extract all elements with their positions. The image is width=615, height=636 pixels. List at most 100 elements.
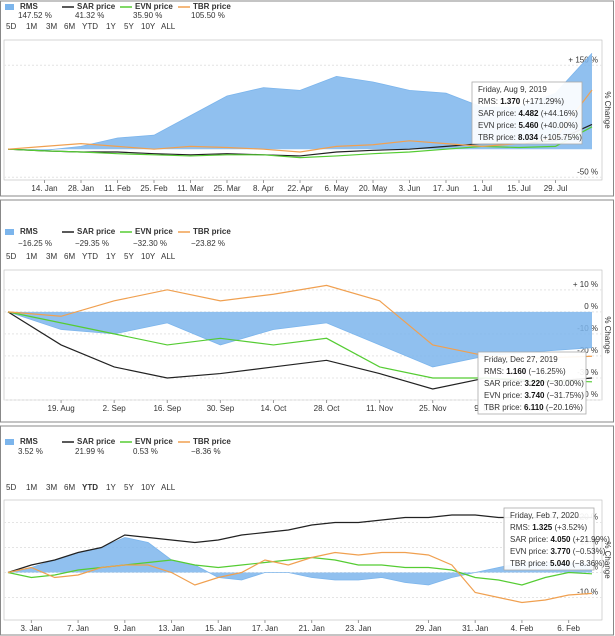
- range-button[interactable]: 6M: [64, 22, 75, 31]
- tooltip-label: RMS:: [484, 367, 506, 376]
- tooltip-box: [477, 351, 587, 415]
- tooltip-label: SAR price:: [510, 535, 550, 544]
- range-button[interactable]: 1M: [26, 483, 37, 492]
- tooltip-change: (+44.16%): [539, 109, 579, 118]
- legend-name[interactable]: SAR price: [77, 2, 116, 11]
- range-button[interactable]: 1M: [26, 22, 37, 31]
- x-tick-label: 21. Jan: [299, 624, 325, 633]
- legend-name[interactable]: RMS: [20, 227, 38, 236]
- range-button[interactable]: YTD: [82, 22, 98, 31]
- tooltip-label: TBR price:: [484, 403, 524, 412]
- range-button[interactable]: 5Y: [124, 252, 134, 261]
- range-button[interactable]: 6M: [64, 252, 75, 261]
- x-tick-label: 14. Oct: [261, 404, 288, 413]
- x-tick-label: 13. Jan: [158, 624, 184, 633]
- range-button[interactable]: 6M: [64, 483, 75, 492]
- tooltip-value: 6.110: [524, 403, 544, 412]
- panel: [0, 425, 614, 636]
- x-tick-label: 15. Jul: [507, 184, 531, 193]
- range-button[interactable]: 5D: [6, 22, 16, 31]
- tooltip-row: SAR price: 3.220 (−30.00%): [484, 379, 584, 388]
- x-tick-label: 2. Sep: [103, 404, 127, 413]
- y-tick-label: + 10 %: [573, 280, 598, 289]
- tooltip-value: 8.034: [518, 133, 539, 142]
- tooltip-value: 1.325: [532, 523, 553, 532]
- tooltip-change: (+105.75%): [538, 133, 582, 142]
- legend-name[interactable]: TBR price: [193, 437, 231, 446]
- series-line: [7, 89, 593, 153]
- area-fill: [8, 537, 592, 585]
- tooltip-box: [503, 507, 595, 571]
- area-fill: [8, 311, 592, 367]
- range-button[interactable]: 1Y: [106, 22, 116, 31]
- legend-swatch: [5, 439, 14, 445]
- range-button[interactable]: 10Y: [141, 22, 156, 31]
- x-tick-label: 17. Jun: [433, 184, 459, 193]
- range-button[interactable]: 10Y: [141, 252, 156, 261]
- y-tick-label: -20 %: [577, 346, 598, 355]
- y-tick-label: -50 %: [577, 167, 598, 176]
- tooltip-row: EVN price: 5.460 (+40.00%): [478, 121, 578, 130]
- x-tick-label: 28. Oct: [314, 404, 341, 413]
- tooltip-label: EVN price:: [484, 391, 524, 400]
- y-tick-label: -10 %: [577, 588, 598, 597]
- range-button[interactable]: ALL: [161, 483, 176, 492]
- tooltip-change: (+40.00%): [539, 121, 579, 130]
- tooltip-change: (−8.36%): [570, 559, 605, 568]
- x-tick-label: 29. Jul: [544, 184, 568, 193]
- x-tick-label: 9. Jan: [114, 624, 136, 633]
- range-button[interactable]: 3M: [46, 22, 57, 31]
- legend-name[interactable]: RMS: [20, 437, 38, 446]
- range-button[interactable]: 1M: [26, 252, 37, 261]
- range-button[interactable]: ALL: [161, 22, 176, 31]
- range-button[interactable]: YTD: [82, 483, 98, 492]
- tooltip-row: SAR price: 4.482 (+44.16%): [478, 109, 578, 118]
- range-button[interactable]: 5D: [6, 483, 16, 492]
- y-tick-label: + 150 %: [568, 55, 598, 64]
- range-button[interactable]: 10Y: [141, 483, 156, 492]
- tooltip-title: Friday, Feb 7, 2020: [510, 511, 579, 520]
- range-button[interactable]: ALL: [161, 252, 176, 261]
- tooltip-row: TBR price: 5.040 (−8.36%): [510, 559, 605, 568]
- tooltip-change: (−20.16%): [544, 403, 584, 412]
- legend-name[interactable]: EVN price: [135, 227, 173, 236]
- x-tick-label: 6. May: [324, 184, 348, 193]
- tooltip-title: Friday, Dec 27, 2019: [484, 355, 558, 364]
- tooltip-box: [471, 81, 583, 145]
- range-button[interactable]: 1Y: [106, 252, 116, 261]
- legend-value: 105.50 %: [191, 11, 225, 20]
- legend-name[interactable]: TBR price: [193, 227, 231, 236]
- tooltip-label: SAR price:: [484, 379, 524, 388]
- legend-value: 35.90 %: [133, 11, 162, 20]
- range-button[interactable]: 3M: [46, 483, 57, 492]
- area-fill: [8, 53, 592, 151]
- legend-name[interactable]: TBR price: [193, 2, 231, 11]
- tooltip-value: 3.220: [524, 379, 545, 388]
- range-button[interactable]: 1Y: [106, 483, 116, 492]
- tooltip-row: RMS: 1.160 (−16.25%): [484, 367, 566, 376]
- series-line: [7, 126, 593, 159]
- panel: [0, 0, 614, 197]
- series-line: [7, 551, 593, 604]
- tooltip-label: RMS:: [510, 523, 532, 532]
- legend-name[interactable]: RMS: [20, 2, 38, 11]
- x-tick-label: 22. Apr: [287, 184, 313, 193]
- legend-value: −32.30 %: [133, 239, 167, 248]
- plot-border: [3, 269, 603, 401]
- x-tick-label: 3. Jun: [399, 184, 421, 193]
- range-button[interactable]: 5D: [6, 252, 16, 261]
- legend-name[interactable]: SAR price: [77, 227, 116, 236]
- range-button[interactable]: 5Y: [124, 483, 134, 492]
- range-button[interactable]: 5Y: [124, 22, 134, 31]
- legend-value: −8.36 %: [191, 447, 221, 456]
- range-button[interactable]: YTD: [82, 252, 98, 261]
- legend-name[interactable]: SAR price: [77, 437, 116, 446]
- range-button[interactable]: 3M: [46, 252, 57, 261]
- legend-name[interactable]: EVN price: [135, 2, 173, 11]
- x-tick-label: 31. Jan: [462, 624, 488, 633]
- legend-name[interactable]: EVN price: [135, 437, 173, 446]
- legend-value: 147.52 %: [18, 11, 52, 20]
- legend-value: −23.82 %: [191, 239, 225, 248]
- x-tick-label: 30. Sep: [207, 404, 235, 413]
